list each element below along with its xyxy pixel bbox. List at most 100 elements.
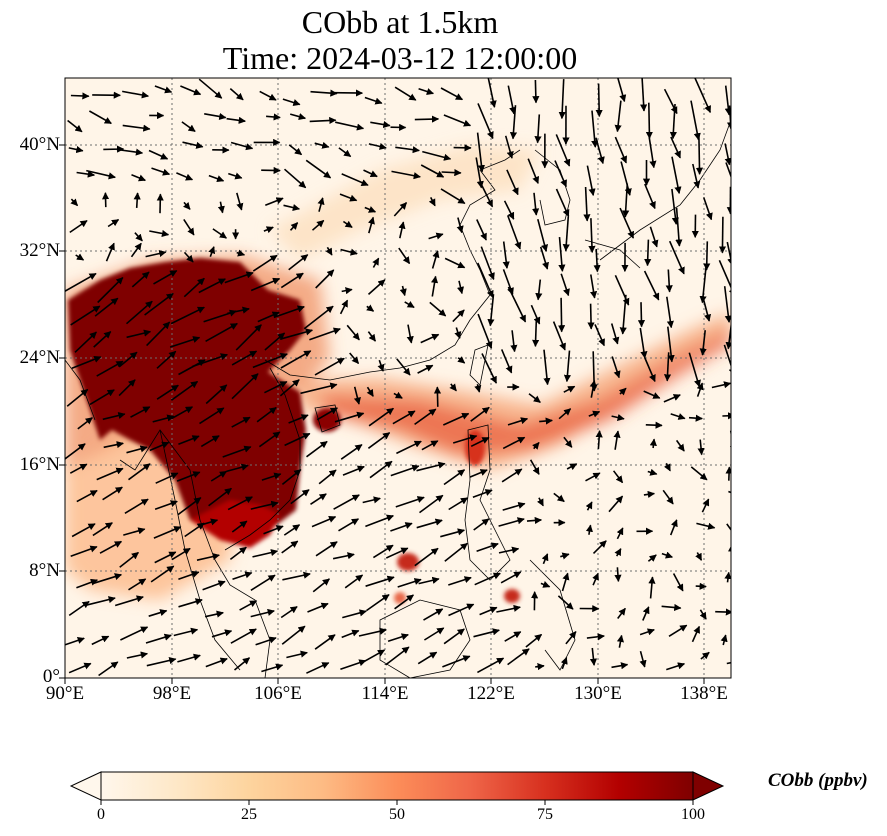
wind-arrow (394, 594, 414, 610)
wind-arrow (396, 440, 422, 455)
wind-arrow (611, 662, 629, 670)
wind-arrow (288, 414, 309, 424)
wind-arrow (688, 352, 701, 388)
wind-arrow (423, 627, 445, 641)
wind-arrow (306, 440, 328, 458)
wind-arrow (639, 628, 655, 636)
wind-arrow (394, 86, 417, 101)
wind-arrow (281, 540, 299, 554)
wind-arrow (310, 493, 327, 505)
wind-arrow (239, 600, 258, 611)
wind-arrow (200, 435, 220, 448)
wind-arrow (365, 514, 394, 528)
wind-arrow (99, 540, 123, 554)
wind-arrow (711, 381, 731, 389)
wind-arrow (367, 279, 386, 295)
wind-arrow (226, 116, 246, 124)
wind-arrow (230, 628, 257, 644)
wind-arrow (608, 495, 624, 513)
wind-arrow (444, 257, 466, 269)
wind-arrow (286, 650, 308, 659)
wind-arrow (396, 358, 411, 376)
lon-tick-label: 106°E (254, 683, 302, 704)
wind-arrow (452, 434, 478, 444)
wind-arrow (473, 518, 490, 531)
wind-arrow (283, 524, 301, 536)
wind-arrow (156, 384, 179, 400)
wind-arrow (398, 247, 411, 265)
wind-arrow (252, 353, 288, 369)
wind-arrow (470, 436, 490, 448)
map-title-line1: CObb at 1.5km (301, 4, 499, 40)
wind-arrow (252, 254, 278, 272)
wind-arrow (530, 304, 541, 325)
wind-arrow (89, 389, 115, 406)
wind-arrow (614, 100, 622, 133)
wind-arrow (261, 663, 284, 673)
wind-arrow (442, 655, 471, 668)
wind-arrow (527, 158, 540, 184)
wind-arrow (317, 197, 325, 212)
wind-arrow (306, 662, 330, 674)
wind-arrow (724, 571, 731, 583)
wind-arrow (126, 651, 149, 659)
wind-arrow (420, 333, 440, 344)
wind-arrow (585, 524, 593, 535)
lon-tick-label: 98°E (152, 683, 192, 704)
wind-arrow (622, 183, 630, 218)
colorbar-label: CObb (ppbv) (768, 770, 868, 791)
wind-arrow (645, 102, 653, 140)
wind-arrow (208, 246, 216, 257)
wind-arrow (281, 625, 306, 645)
wind-arrow (475, 157, 484, 189)
wind-arrow (177, 653, 201, 663)
wind-arrow (290, 489, 310, 505)
wind-arrow (312, 578, 330, 593)
wind-arrow (557, 595, 574, 610)
wind-arrow (507, 85, 517, 115)
wind-arrow (594, 324, 605, 347)
lon-tick-label: 138°E (680, 683, 728, 704)
wind-arrow (170, 380, 199, 401)
wind-arrow (481, 353, 498, 384)
wind-arrow (664, 462, 671, 472)
wind-arrow (563, 350, 572, 383)
wind-arrow (366, 304, 375, 312)
wind-arrow (116, 148, 144, 156)
wind-arrow (315, 269, 335, 289)
wind-arrow (171, 547, 191, 561)
wind-arrow (265, 197, 284, 207)
wind-arrow (510, 330, 518, 353)
wind-arrow (643, 270, 660, 301)
wind-arrow (472, 489, 493, 499)
wind-arrow (501, 468, 523, 483)
wind-arrow (230, 141, 254, 151)
wind-arrow (585, 472, 601, 482)
wind-arrow (390, 464, 420, 477)
wind-arrow (539, 246, 549, 270)
wind-arrow (65, 443, 86, 460)
wind-arrow (385, 646, 410, 666)
wind-arrow (610, 323, 620, 345)
wind-arrow (532, 441, 540, 450)
wind-arrow (667, 326, 675, 363)
wind-arrow (614, 567, 622, 583)
map-title-line2: Time: 2024-03-12 12:00:00 (222, 40, 578, 76)
wind-arrow (645, 421, 663, 429)
wind-arrow (344, 574, 364, 589)
wind-arrow (588, 218, 596, 254)
wind-arrow (476, 132, 486, 173)
wind-arrow (395, 496, 425, 508)
wind-arrow (666, 296, 674, 329)
wind-arrow (342, 220, 353, 229)
wind-arrow (414, 408, 437, 426)
wind-arrow (539, 417, 553, 425)
wind-arrow (648, 137, 657, 169)
wind-arrow (96, 467, 124, 481)
wind-arrow (339, 299, 349, 315)
wind-arrow (398, 221, 406, 239)
wind-arrow (182, 141, 204, 149)
wind-arrow (694, 78, 712, 114)
wind-arrow (474, 384, 482, 393)
